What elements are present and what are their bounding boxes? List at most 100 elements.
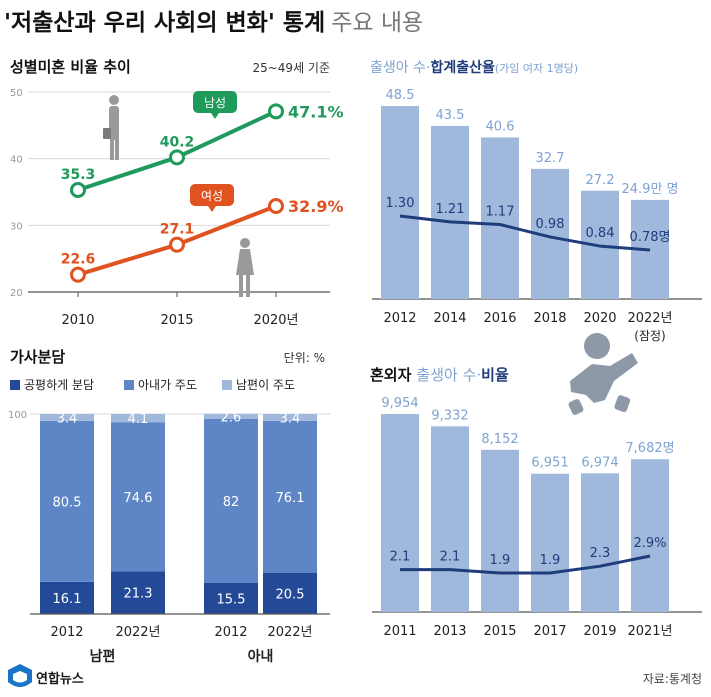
stack-segment xyxy=(40,414,94,421)
yonhap-logo: 연합뉴스 xyxy=(8,664,84,687)
data-point xyxy=(169,236,185,253)
stack-segment xyxy=(204,583,258,614)
legend-tag-label: 여성 xyxy=(201,189,223,203)
bar-label: 6,974 xyxy=(581,455,618,470)
line-label: 1.30 xyxy=(386,196,415,211)
legend-tag-남성 xyxy=(193,91,237,113)
legend-swatch xyxy=(10,380,20,390)
data-point xyxy=(268,198,284,214)
stack-segment xyxy=(263,414,317,421)
marriage-chart-subtitle: 25~49세 기준 xyxy=(252,61,330,75)
segment-label: 16.1 xyxy=(53,592,82,607)
x-tick-label: 2013 xyxy=(433,624,466,639)
segment-label: 82 xyxy=(223,495,240,510)
bar-label: 48.5 xyxy=(386,88,415,103)
data-point xyxy=(70,182,86,198)
group-label: 아내 xyxy=(248,648,274,665)
x-tick-label: 2016 xyxy=(483,311,516,326)
line-label: 0.78명 xyxy=(630,230,671,245)
bar-label: 43.5 xyxy=(436,108,465,123)
woman-silhouette-icon xyxy=(236,238,254,297)
x-tick-note: (잠정) xyxy=(634,329,665,343)
data-point xyxy=(268,103,284,120)
line-label: 1.21 xyxy=(436,202,465,217)
data-label: 35.3 xyxy=(61,167,96,183)
housework-unit-label: 단위: % xyxy=(284,351,325,365)
legend-swatch xyxy=(124,380,134,390)
bar xyxy=(631,459,669,612)
out-of-wedlock-panel: 혼외자 출생아 수·비율 9,954 2011 9,332 2013 8,152 2015 6… xyxy=(370,333,702,639)
rate-line xyxy=(400,554,651,575)
legend-swatch xyxy=(222,380,232,390)
data-label: 47.1% xyxy=(288,102,344,121)
stack-segment xyxy=(40,420,94,582)
stack-segment xyxy=(40,581,94,614)
marriage-chart-grid: 20 30 40 50 2010 2015 2020년 xyxy=(10,88,330,328)
line-label: 2.3 xyxy=(590,546,611,561)
legend-label: 아내가 주도 xyxy=(138,378,197,392)
footer: 연합뉴스 자료:통계청 xyxy=(8,664,702,687)
data-label: 27.1 xyxy=(160,222,195,238)
marriage-chart-title: 성별미혼 비율 추이 xyxy=(10,58,131,76)
stack-segment xyxy=(263,420,317,573)
x-tick-label: 2021년 xyxy=(627,624,672,639)
bar-label: 40.6 xyxy=(486,119,515,134)
line-label: 2.1 xyxy=(440,550,461,565)
segment-label: 3.4 xyxy=(57,411,78,426)
line-label: 0.98 xyxy=(536,217,565,232)
bar xyxy=(481,449,519,612)
legend-tag-여성 xyxy=(190,184,234,206)
bar xyxy=(581,473,619,612)
y-tick-label: 40 xyxy=(10,155,23,166)
marriage-rate-panel: 성별미혼 비율 추이 25~49세 기준 20 30 40 50 2010 2015 202… xyxy=(10,58,344,328)
line-label: 1.17 xyxy=(486,205,515,220)
x-tick-label: 2020년 xyxy=(253,313,298,328)
legend-tag-pointer xyxy=(211,113,219,119)
bar-label: 9,332 xyxy=(431,408,468,423)
bar xyxy=(531,473,569,612)
segment-label: 2.6 xyxy=(221,410,242,425)
housework-panel: 가사분담 단위: % 공평하게 분담 아내가 주도 남편이 주도 100 16.1 80… xyxy=(8,348,330,665)
rate-line xyxy=(399,214,651,252)
data-label: 22.6 xyxy=(61,252,96,268)
bar xyxy=(381,414,419,612)
legend-label: 남편이 주도 xyxy=(236,378,295,392)
births-bars: 48.5 2012 43.5 2014 40.6 2016 32.7 2018 27.2 2020… xyxy=(372,88,702,343)
marriage-chart-series: 35.3 40.2 47.1% 남성 22.6 27.1 32.9% 여성 xyxy=(61,91,344,283)
data-label: 32.9% xyxy=(288,197,344,216)
housework-bars: 100 16.1 80.5 3.4 2012 21.3 74.6 4.1 2022년 15.5 82… xyxy=(8,410,330,665)
legend-tag-pointer xyxy=(208,206,216,212)
line-label: 2.1 xyxy=(390,550,411,565)
x-tick-label: 2012 xyxy=(50,625,83,640)
bar-label: 7,682명 xyxy=(625,441,674,456)
bar-label: 24.9만 명 xyxy=(622,182,679,197)
bar-label: 9,954 xyxy=(381,396,418,411)
y-tick-label: 30 xyxy=(10,221,23,232)
x-tick-label: 2022년 xyxy=(115,625,160,640)
baby-icon xyxy=(568,333,638,415)
bar xyxy=(381,106,419,299)
group-label: 남편 xyxy=(90,648,116,665)
legend-label: 공평하게 분담 xyxy=(24,378,94,392)
housework-legend: 공평하게 분담 아내가 주도 남편이 주도 xyxy=(10,378,295,392)
segment-label: 15.5 xyxy=(217,593,246,608)
stack-segment xyxy=(111,571,165,614)
x-tick-label: 2019 xyxy=(583,624,616,639)
births-fertility-panel: 출생아 수·합계출산율(가임 여자 1명당) 48.5201243.520144… xyxy=(370,59,702,343)
legend-tag-label: 남성 xyxy=(204,96,226,110)
x-tick-label: 2022년 xyxy=(627,311,672,326)
x-tick-label: 2015 xyxy=(483,624,516,639)
logo-text: 연합뉴스 xyxy=(36,671,84,687)
housework-chart-title: 가사분담 xyxy=(10,348,65,366)
bar xyxy=(431,426,469,612)
bar xyxy=(431,125,469,299)
y-tick-label: 100 xyxy=(8,410,27,421)
x-tick-label: 2014 xyxy=(433,311,466,326)
segment-label: 21.3 xyxy=(124,587,153,602)
x-tick-label: 2012 xyxy=(214,625,247,640)
bar-label: 8,152 xyxy=(481,432,518,447)
stack-segment xyxy=(111,414,165,423)
man-silhouette-icon xyxy=(103,95,119,160)
segment-label: 4.1 xyxy=(128,412,149,427)
line-label: 1.9 xyxy=(490,553,511,568)
